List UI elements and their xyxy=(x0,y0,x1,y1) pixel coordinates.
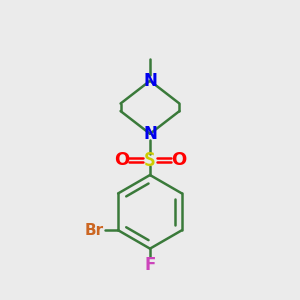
Text: N: N xyxy=(143,72,157,90)
Text: O: O xyxy=(114,151,129,169)
Text: Br: Br xyxy=(85,223,104,238)
Text: O: O xyxy=(171,151,186,169)
Text: S: S xyxy=(144,151,156,170)
Text: F: F xyxy=(144,256,156,274)
Text: N: N xyxy=(143,125,157,143)
